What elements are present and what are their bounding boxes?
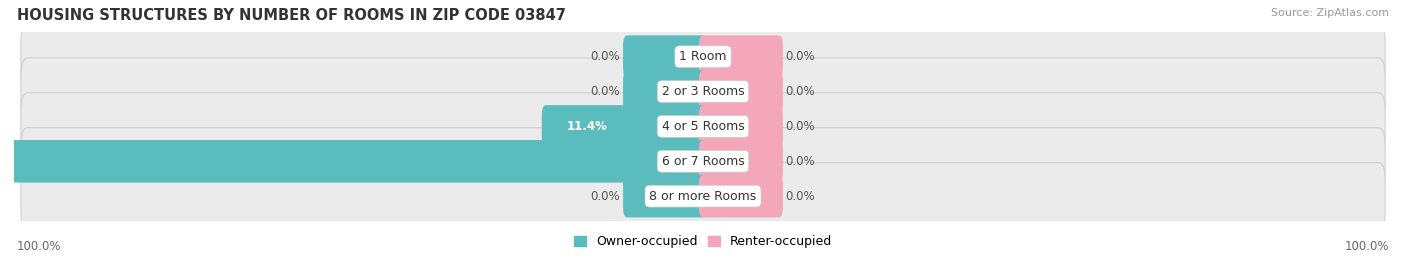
FancyBboxPatch shape [0,140,707,183]
Text: Source: ZipAtlas.com: Source: ZipAtlas.com [1271,8,1389,18]
FancyBboxPatch shape [699,105,783,148]
FancyBboxPatch shape [699,70,783,113]
Text: 100.0%: 100.0% [1344,240,1389,253]
Text: 0.0%: 0.0% [786,190,815,203]
FancyBboxPatch shape [623,36,707,78]
FancyBboxPatch shape [21,23,1385,90]
Text: 0.0%: 0.0% [591,50,620,63]
Text: 8 or more Rooms: 8 or more Rooms [650,190,756,203]
Text: HOUSING STRUCTURES BY NUMBER OF ROOMS IN ZIP CODE 03847: HOUSING STRUCTURES BY NUMBER OF ROOMS IN… [17,8,565,23]
FancyBboxPatch shape [21,93,1385,160]
Text: 1 Room: 1 Room [679,50,727,63]
Text: 0.0%: 0.0% [591,85,620,98]
Text: 0.0%: 0.0% [786,50,815,63]
Text: 4 or 5 Rooms: 4 or 5 Rooms [662,120,744,133]
FancyBboxPatch shape [541,105,707,148]
Text: 0.0%: 0.0% [786,155,815,168]
FancyBboxPatch shape [21,162,1385,230]
FancyBboxPatch shape [699,140,783,183]
FancyBboxPatch shape [699,175,783,217]
FancyBboxPatch shape [699,36,783,78]
FancyBboxPatch shape [623,70,707,113]
Text: 11.4%: 11.4% [567,120,607,133]
FancyBboxPatch shape [21,128,1385,195]
Text: 100.0%: 100.0% [17,240,62,253]
FancyBboxPatch shape [21,58,1385,125]
Text: 0.0%: 0.0% [591,190,620,203]
Legend: Owner-occupied, Renter-occupied: Owner-occupied, Renter-occupied [574,235,832,248]
Text: 2 or 3 Rooms: 2 or 3 Rooms [662,85,744,98]
Text: 0.0%: 0.0% [786,85,815,98]
Text: 0.0%: 0.0% [786,120,815,133]
Text: 6 or 7 Rooms: 6 or 7 Rooms [662,155,744,168]
FancyBboxPatch shape [623,175,707,217]
